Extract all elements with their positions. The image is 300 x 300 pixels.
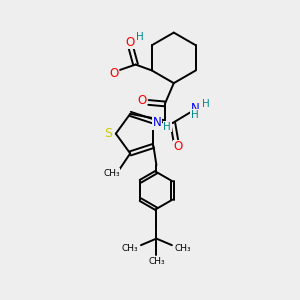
Text: H: H bbox=[190, 110, 198, 120]
Text: N: N bbox=[153, 116, 162, 129]
Text: O: O bbox=[110, 67, 119, 80]
Text: O: O bbox=[137, 94, 147, 107]
Text: H: H bbox=[202, 99, 209, 109]
Text: CH₃: CH₃ bbox=[103, 169, 120, 178]
Text: S: S bbox=[104, 127, 112, 140]
Text: CH₃: CH₃ bbox=[148, 257, 165, 266]
Text: CH₃: CH₃ bbox=[175, 244, 191, 253]
Text: N: N bbox=[191, 102, 200, 116]
Text: H: H bbox=[136, 32, 143, 42]
Text: O: O bbox=[173, 140, 183, 153]
Text: O: O bbox=[125, 36, 134, 49]
Text: H: H bbox=[164, 122, 171, 132]
Text: CH₃: CH₃ bbox=[122, 244, 138, 253]
